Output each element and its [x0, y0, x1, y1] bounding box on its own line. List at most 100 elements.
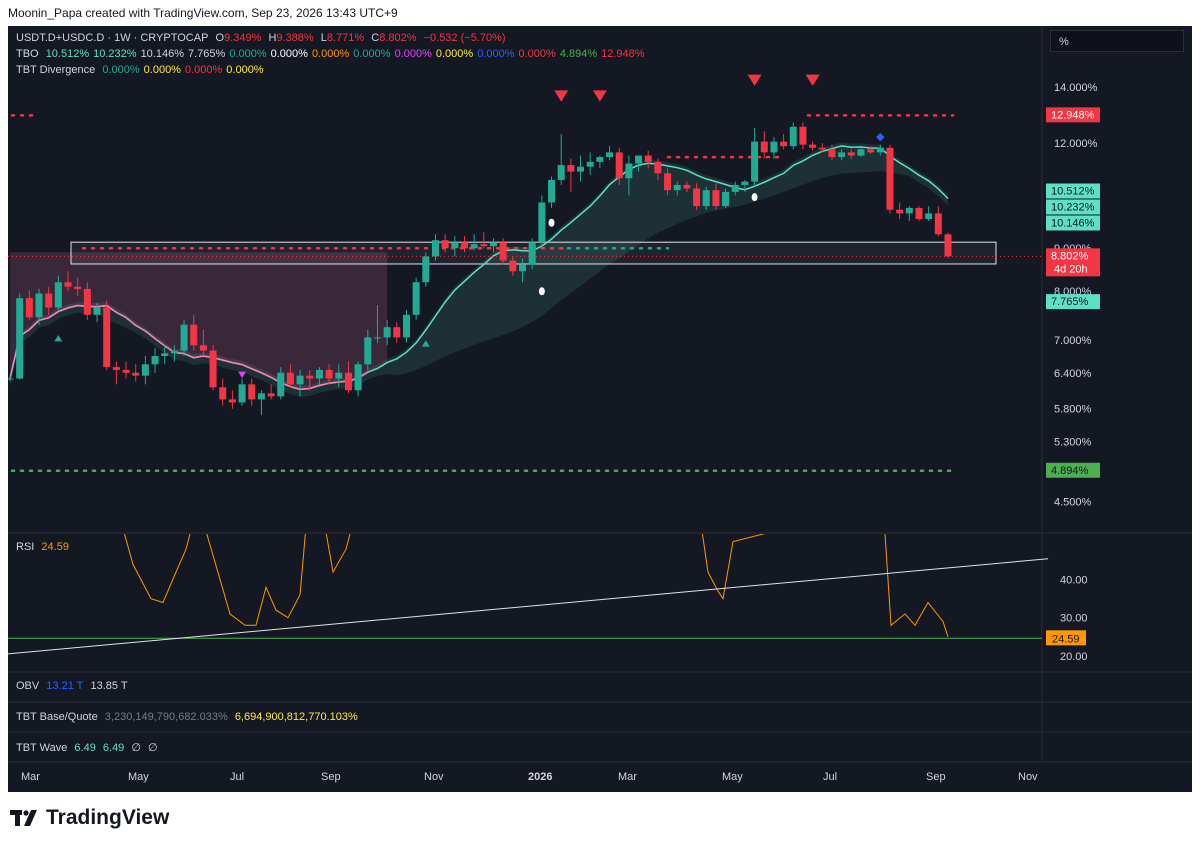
candle-64	[625, 155, 633, 196]
candle-42	[412, 277, 420, 320]
candle-body-60	[586, 161, 594, 167]
symbol-legend[interactable]: USDT.D+USDC.D · 1W · CRYPTOCAP O9.349% H…	[16, 32, 510, 44]
tbt-divergence-value-0: 0.000%	[102, 64, 140, 76]
time-tick-label-2: Jul	[230, 771, 244, 783]
candle-90	[876, 144, 884, 156]
candle-43	[422, 252, 430, 287]
candle-body-7	[74, 286, 82, 289]
candle-body-47	[460, 242, 468, 249]
tbo-value-11: 0.000%	[518, 48, 556, 60]
tbo-legend[interactable]: TBO 10.512% 10.232% 10.146% 7.765% 0.000% 0.0…	[16, 48, 649, 60]
tbt-bq-name[interactable]: TBT Base/Quote	[16, 711, 98, 723]
chart-panel[interactable]: 14.000%12.000%10.000%9.000%8.000%7.000%6…	[8, 26, 1192, 792]
tbo-value-3: 7.765%	[188, 48, 226, 60]
candle-18	[180, 319, 188, 357]
time-tick-label-10: Nov	[1018, 771, 1038, 783]
rsi-name[interactable]: RSI	[16, 541, 35, 553]
candle-body-22	[219, 387, 227, 400]
candle-39	[383, 319, 391, 346]
price-level-label-0: 12.948%	[1051, 109, 1095, 121]
candle-body-32	[315, 369, 323, 379]
tbt-divergence-name[interactable]: TBT Divergence	[16, 64, 96, 76]
candle-13	[132, 364, 140, 382]
candle-body-96	[934, 213, 942, 235]
candle-0	[8, 375, 14, 382]
candle-97	[944, 232, 952, 258]
candle-71	[693, 183, 701, 210]
rsi-legend[interactable]: RSI 24.59	[16, 541, 73, 553]
candle-30	[296, 369, 304, 397]
candle-body-8	[83, 288, 91, 315]
candle-83	[809, 141, 817, 151]
tbt-wave-name[interactable]: TBT Wave	[16, 742, 68, 754]
candle-body-37	[364, 337, 372, 365]
obv-legend[interactable]: OBV 13.21 T 13.85 T	[16, 680, 132, 692]
candle-31	[306, 369, 314, 391]
candle-body-50	[490, 242, 497, 247]
candle-body-85	[828, 149, 836, 158]
candle-15	[151, 347, 159, 373]
candle-body-44	[431, 240, 439, 257]
candle-79	[770, 137, 778, 159]
candle-6	[64, 271, 72, 292]
candle-body-6	[64, 282, 72, 287]
candle-body-92	[896, 209, 904, 214]
main-chart-svg[interactable]: 14.000%12.000%10.000%9.000%8.000%7.000%6…	[8, 26, 1192, 792]
candle-58	[567, 158, 575, 192]
candle-body-43	[422, 256, 430, 283]
tbt-divergence-legend[interactable]: TBT Divergence 0.000% 0.000% 0.000% 0.000%	[16, 64, 268, 76]
candle-body-10	[103, 307, 111, 368]
candle-88	[857, 147, 865, 158]
candle-48	[470, 234, 478, 251]
symbol-name[interactable]: USDT.D+USDC.D · 1W · CRYPTOCAP	[16, 32, 209, 44]
candle-body-14	[141, 364, 149, 376]
candle-21	[209, 345, 217, 391]
candle-body-67	[654, 161, 662, 174]
buy-signal-triangle-0	[54, 335, 63, 342]
tbo-value-6: 0.000%	[311, 48, 350, 60]
price-tick-label-8: 5.300%	[1054, 437, 1092, 449]
candle-29	[286, 364, 294, 388]
candle-body-59	[577, 166, 585, 172]
candle-66	[644, 150, 652, 169]
candle-body-87	[847, 152, 855, 156]
obv-name[interactable]: OBV	[16, 680, 40, 692]
candle-body-74	[722, 191, 730, 207]
candle-37	[364, 329, 372, 370]
candle-body-66	[644, 155, 652, 162]
tradingview-logo[interactable]: TradingView	[10, 806, 169, 830]
candle-body-90	[876, 147, 884, 153]
price-tick-label-1: 12.000%	[1054, 138, 1098, 150]
candle-62	[606, 146, 614, 161]
candle-27	[267, 384, 275, 400]
candle-body-39	[383, 327, 391, 338]
candle-93	[905, 206, 913, 221]
candle-51	[499, 238, 507, 265]
candle-body-77	[751, 141, 759, 182]
tbt-base-quote-legend[interactable]: TBT Base/Quote 3,230,149,790,682.033% 6,…	[16, 711, 362, 723]
tbt-wave-value-2: 6.49	[102, 742, 125, 754]
tbt-wave-legend[interactable]: TBT Wave 6.49 6.49 ∅ ∅	[16, 741, 162, 754]
candle-body-84	[818, 147, 826, 150]
obv-value-2: 13.85 T	[90, 680, 128, 692]
scale-mode-box[interactable]: %	[1050, 30, 1184, 52]
candle-94	[915, 206, 923, 221]
candle-74	[722, 188, 730, 208]
price-level-label-2: 10.232%	[1051, 201, 1095, 213]
candle-76	[741, 179, 749, 192]
tradingview-logo-text: TradingView	[46, 806, 170, 829]
candle-body-31	[306, 375, 314, 379]
candle-7	[74, 277, 82, 296]
candle-body-33	[325, 369, 333, 379]
candle-75	[731, 181, 739, 196]
price-level-box-1	[1046, 183, 1100, 199]
candle-63	[615, 147, 623, 186]
candle-28	[277, 367, 285, 400]
rsi-tick-label-2: 20.00	[1060, 651, 1088, 663]
tbo-name[interactable]: TBO	[16, 48, 39, 60]
candle-4	[45, 286, 53, 315]
rsi-value-label: 24.59	[1052, 633, 1080, 645]
candle-body-89	[867, 149, 875, 153]
candle-body-25	[248, 384, 256, 400]
candle-57	[557, 134, 565, 186]
